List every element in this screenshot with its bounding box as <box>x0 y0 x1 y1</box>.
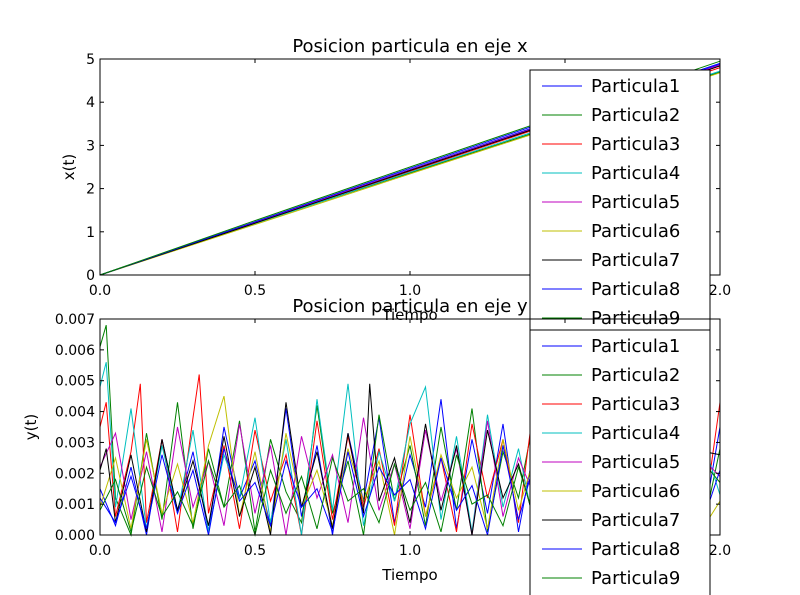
y-tick-label: 0.000 <box>55 528 95 544</box>
legend-entry: Particula5 <box>591 192 680 213</box>
legend: Particula1 Particula2 Particula3 Particula4… <box>529 69 711 331</box>
legend-entry: Particula3 <box>591 134 680 155</box>
x-axis-label: Tiempo <box>381 566 437 584</box>
tick-group: 0.00.51.01.52.00.0000.0010.0020.0030.004… <box>55 312 731 559</box>
y-tick-label: 0.003 <box>55 435 95 451</box>
x-tick-label: 1.0 <box>399 283 421 299</box>
y-tick-label: 4 <box>86 95 95 111</box>
y-tick-label: 0.007 <box>55 312 95 328</box>
legend-entry: Particula7 <box>591 250 680 271</box>
chart-title: Posicion particula en eje y <box>292 296 528 317</box>
x-tick-label: 0.5 <box>244 543 266 559</box>
legend-entry: Particula6 <box>591 221 680 242</box>
legend-entry: Particula2 <box>591 105 680 126</box>
legend-entry: Particula5 <box>591 452 680 473</box>
legend-entry: Particula6 <box>591 481 680 502</box>
y-tick-label: 0.004 <box>55 405 95 421</box>
legend-entry: Particula7 <box>591 510 680 531</box>
y-tick-label: 0.001 <box>55 497 95 513</box>
legend-entry: Particula4 <box>591 423 680 444</box>
legend: Particula1 Particula2 Particula3 Particula4… <box>529 329 711 595</box>
legend-entry: Particula8 <box>591 279 680 300</box>
legend-entry: Particula8 <box>591 539 680 560</box>
x-tick-label: 1.0 <box>399 543 421 559</box>
chart-x-position: Posicion particula en eje x 0.00.51.01.5… <box>60 36 731 331</box>
y-tick-label: 0 <box>86 268 95 284</box>
y-tick-label: 5 <box>86 52 95 68</box>
y-tick-label: 0.005 <box>55 374 95 390</box>
legend-entry: Particula1 <box>591 336 680 357</box>
chart-y-position: Posicion particula en eje y 0.00.51.01.5… <box>22 296 731 595</box>
x-tick-label: 2.0 <box>709 543 731 559</box>
x-tick-label: 0.0 <box>89 283 111 299</box>
y-axis-label: x(t) <box>60 154 78 180</box>
y-tick-label: 0.002 <box>55 466 95 482</box>
legend-entry: Particula4 <box>591 163 680 184</box>
legend-entry: Particula1 <box>591 76 680 97</box>
legend-entry: Particula2 <box>591 365 680 386</box>
y-axis-label: y(t) <box>22 414 40 440</box>
legend-entry: Particula9 <box>591 568 680 589</box>
legend-entry: Particula3 <box>591 394 680 415</box>
x-tick-label: 0.5 <box>244 283 266 299</box>
y-tick-label: 0.006 <box>55 343 95 359</box>
x-tick-label: 2.0 <box>709 283 731 299</box>
y-tick-label: 2 <box>86 182 95 198</box>
legend-box <box>529 69 711 331</box>
chart-title: Posicion particula en eje x <box>292 36 528 57</box>
x-tick-label: 0.0 <box>89 543 111 559</box>
y-tick-label: 1 <box>86 225 95 241</box>
y-tick-label: 3 <box>86 138 95 154</box>
